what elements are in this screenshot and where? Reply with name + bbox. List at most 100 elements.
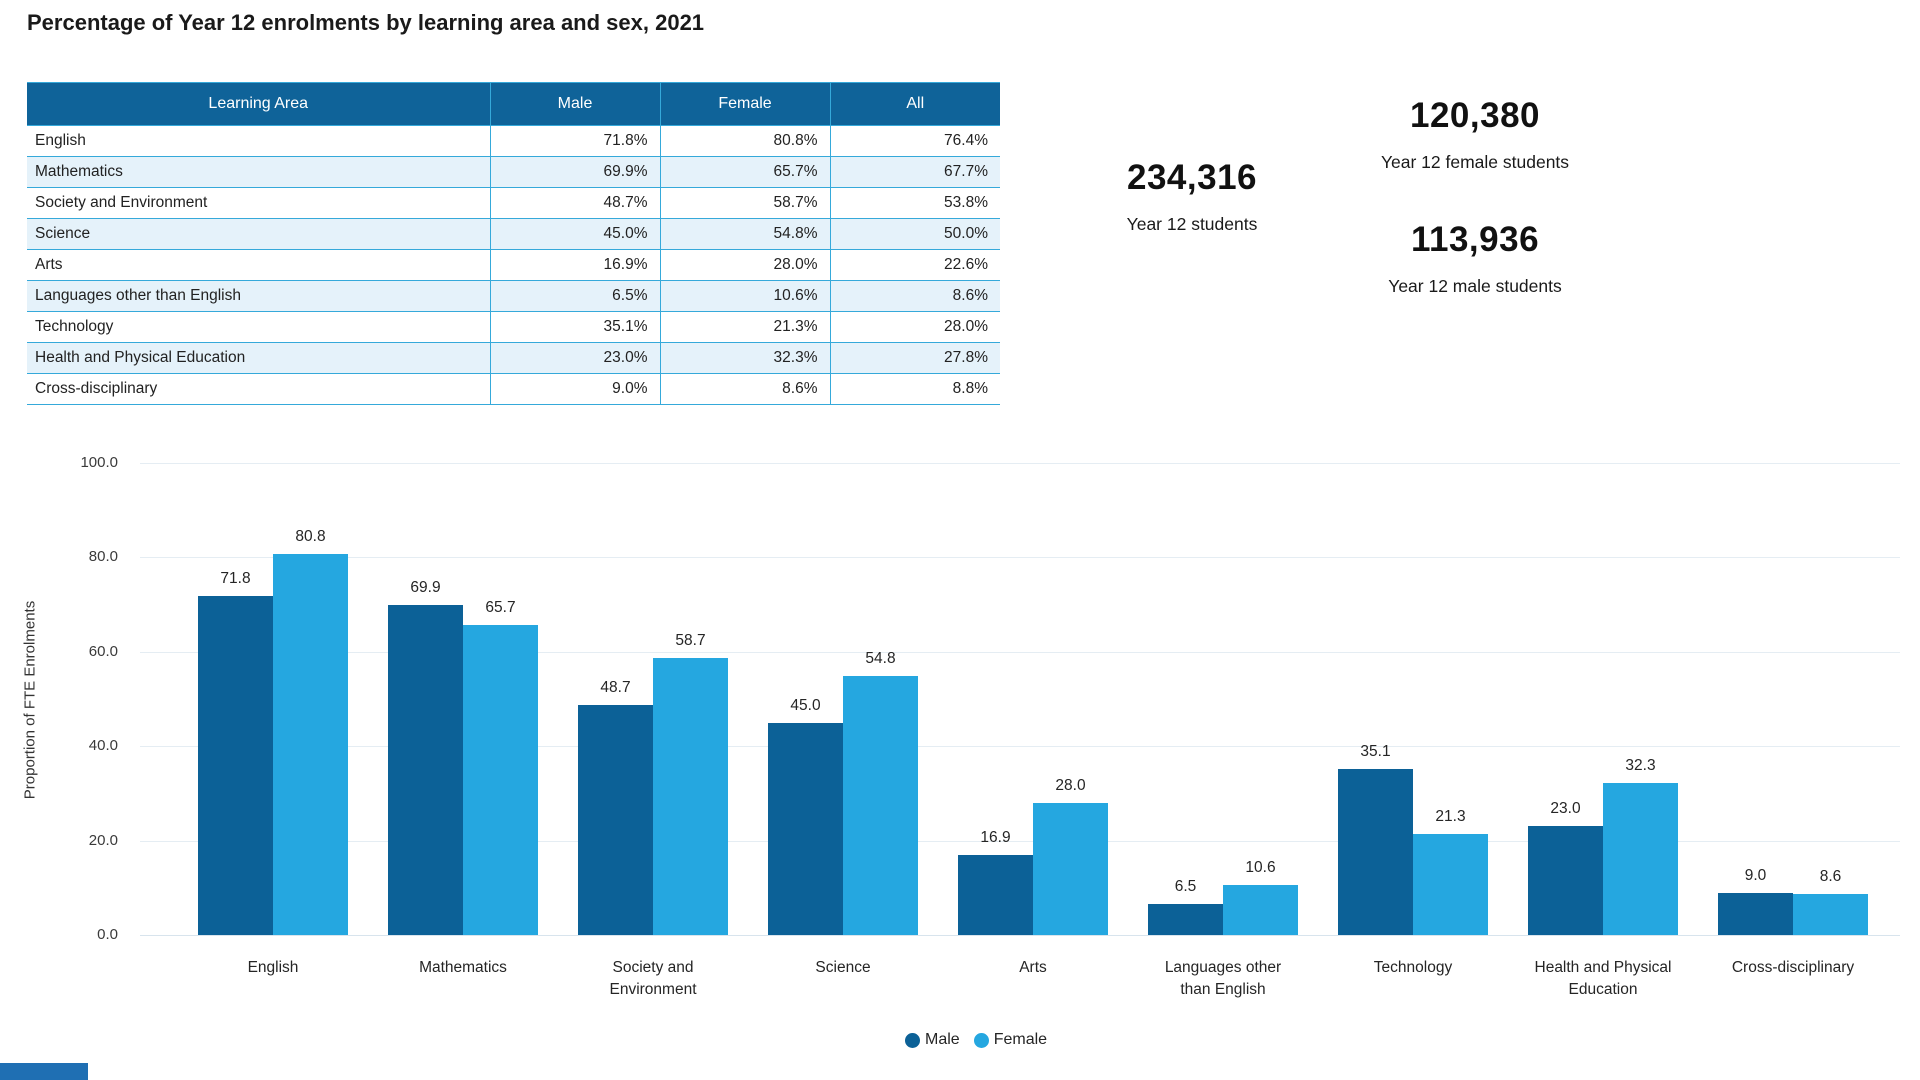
x-axis-label-cross-disciplinary: Cross-disciplinary: [1731, 959, 1855, 976]
legend-item-male[interactable]: Male: [905, 1031, 960, 1049]
bar-female-mathematics[interactable]: [463, 624, 538, 935]
gridline-100: [140, 463, 1900, 464]
bar-female-society-and-environment[interactable]: [653, 657, 728, 935]
table-header-row: Learning Area Male Female All: [27, 82, 1000, 126]
table-row-health-and-physical-education: Health and Physical Education 23.0% 32.3% 2…: [27, 342, 1000, 374]
gridline-40: [140, 746, 1900, 748]
gridline-20: [140, 840, 1900, 842]
x-axis-label-technology: Technology: [1373, 959, 1453, 976]
legend-dot-female: [973, 1032, 989, 1048]
bar-value-male-mathematics: 69.9: [410, 579, 441, 597]
stat-female-label: Year 12 female students: [1380, 152, 1570, 172]
x-axis-label-health-and-physical-education: Health and Physical Education: [1534, 959, 1672, 998]
x-axis-label-arts: Arts: [1019, 959, 1047, 976]
bar-value-male-cross-disciplinary: 9.0: [1744, 866, 1767, 884]
legend-dot-male: [905, 1032, 920, 1048]
bar-male-science[interactable]: [768, 722, 843, 935]
bar-male-mathematics[interactable]: [388, 605, 463, 935]
bottom-left-accent: [0, 1063, 88, 1080]
bar-male-cross-disciplinary[interactable]: [1718, 892, 1793, 935]
stat-total-label: Year 12 students: [1126, 214, 1258, 234]
cell-female: 80.8%: [659, 125, 830, 157]
x-axis-label-english: English: [247, 959, 299, 976]
cell-male: 48.7%: [489, 187, 660, 219]
chart-legend: Male Female: [905, 1031, 1047, 1049]
bar-female-technology[interactable]: [1413, 834, 1488, 935]
legend-label-male: Male: [925, 1031, 960, 1048]
bar-male-arts[interactable]: [958, 855, 1033, 935]
bar-female-science[interactable]: [843, 676, 918, 935]
bar-value-male-languages-other-than-english: 6.5: [1174, 878, 1197, 896]
stat-male-value: 113,936: [1410, 220, 1540, 259]
cell-learning-area: Cross-disciplinary: [27, 373, 490, 405]
cell-female: 65.7%: [659, 156, 830, 188]
x-axis-label-science: Science: [815, 959, 871, 976]
gridline-80: [140, 557, 1900, 559]
stat-total-students: 234,316 Year 12 students: [1082, 158, 1302, 235]
y-tick-label-40: 40.0: [88, 737, 118, 755]
cell-male: 69.9%: [489, 156, 660, 188]
cell-male: 9.0%: [489, 373, 660, 405]
cell-female: 32.3%: [659, 342, 830, 374]
bar-value-female-arts: 28.0: [1055, 776, 1086, 794]
legend-item-female[interactable]: Female: [973, 1031, 1047, 1049]
gridline-60: [140, 651, 1900, 653]
bar-male-english[interactable]: [198, 596, 273, 935]
page-title: Percentage of Year 12 enrolments by lear…: [27, 10, 705, 35]
x-axis-label-society-and-environment: Society and Environment: [609, 959, 697, 998]
cell-female: 10.6%: [659, 280, 830, 312]
cell-male: 71.8%: [489, 125, 660, 157]
y-tick-label-80: 80.0: [88, 548, 118, 566]
bar-male-languages-other-than-english[interactable]: [1148, 904, 1223, 935]
table-header-row: Learning Area Male Female All: [27, 82, 1000, 126]
enrolment-table: Learning Area Male Female All English 71.8% 8…: [27, 82, 1000, 405]
bar-male-technology[interactable]: [1338, 769, 1413, 935]
bar-female-health-and-physical-education[interactable]: [1603, 782, 1678, 935]
cell-all: 22.6%: [829, 249, 1000, 281]
stat-female-students: 120,380 Year 12 female students: [1360, 96, 1590, 173]
bar-value-male-science: 45.0: [790, 696, 821, 714]
cell-learning-area: Technology: [27, 311, 490, 343]
bar-value-female-health-and-physical-education: 32.3: [1625, 756, 1656, 774]
bar-value-female-languages-other-than-english: 10.6: [1245, 858, 1276, 876]
table-header-all: All: [829, 82, 1000, 126]
table-row-cross-disciplinary: Cross-disciplinary 9.0% 8.6% 8.8%: [27, 373, 1000, 405]
y-tick-label-60: 60.0: [88, 642, 118, 660]
bar-value-male-arts: 16.9: [980, 829, 1011, 847]
table-row-languages-other-than-english: Languages other than English 6.5% 10.6% 8.6…: [27, 280, 1000, 312]
bar-value-male-english: 71.8: [220, 570, 251, 588]
bar-value-female-cross-disciplinary: 8.6: [1819, 868, 1842, 886]
x-axis-label-mathematics: Mathematics: [419, 959, 507, 976]
cell-all: 67.7%: [829, 156, 1000, 188]
table-row-mathematics: Mathematics 69.9% 65.7% 67.7%: [27, 156, 1000, 188]
stat-female-value: 120,380: [1409, 96, 1541, 135]
cell-all: 76.4%: [829, 125, 1000, 157]
cell-female: 21.3%: [659, 311, 830, 343]
table-header-female: Female: [659, 82, 830, 126]
cell-female: 58.7%: [659, 187, 830, 219]
bar-value-male-technology: 35.1: [1360, 743, 1391, 761]
cell-all: 50.0%: [829, 218, 1000, 250]
table-row-science: Science 45.0% 54.8% 50.0%: [27, 218, 1000, 250]
bar-male-society-and-environment[interactable]: [578, 705, 653, 935]
bar-female-arts[interactable]: [1033, 802, 1108, 935]
bar-value-female-english: 80.8: [295, 527, 326, 545]
bar-value-female-society-and-environment: 58.7: [675, 631, 706, 649]
stat-male-label: Year 12 male students: [1388, 276, 1562, 296]
y-tick-label-100: 100.0: [80, 454, 118, 471]
bar-value-female-technology: 21.3: [1435, 808, 1466, 826]
bar-female-languages-other-than-english[interactable]: [1223, 884, 1298, 935]
bar-male-health-and-physical-education[interactable]: [1528, 826, 1603, 935]
bar-female-cross-disciplinary[interactable]: [1793, 894, 1868, 935]
table-body: English 71.8% 80.8% 76.4% Mathematics 69.9% 65…: [27, 125, 1000, 405]
cell-female: 28.0%: [659, 249, 830, 281]
bar-value-male-society-and-environment: 48.7: [600, 679, 631, 697]
bar-female-english[interactable]: [273, 553, 348, 935]
cell-learning-area: Health and Physical Education: [27, 342, 490, 374]
cell-female: 54.8%: [659, 218, 830, 250]
cell-all: 8.8%: [829, 373, 1000, 405]
stat-total-value: 234,316: [1126, 158, 1258, 197]
table-row-society-and-environment: Society and Environment 48.7% 58.7% 53.8%: [27, 187, 1000, 219]
bar-value-female-mathematics: 65.7: [485, 598, 516, 616]
